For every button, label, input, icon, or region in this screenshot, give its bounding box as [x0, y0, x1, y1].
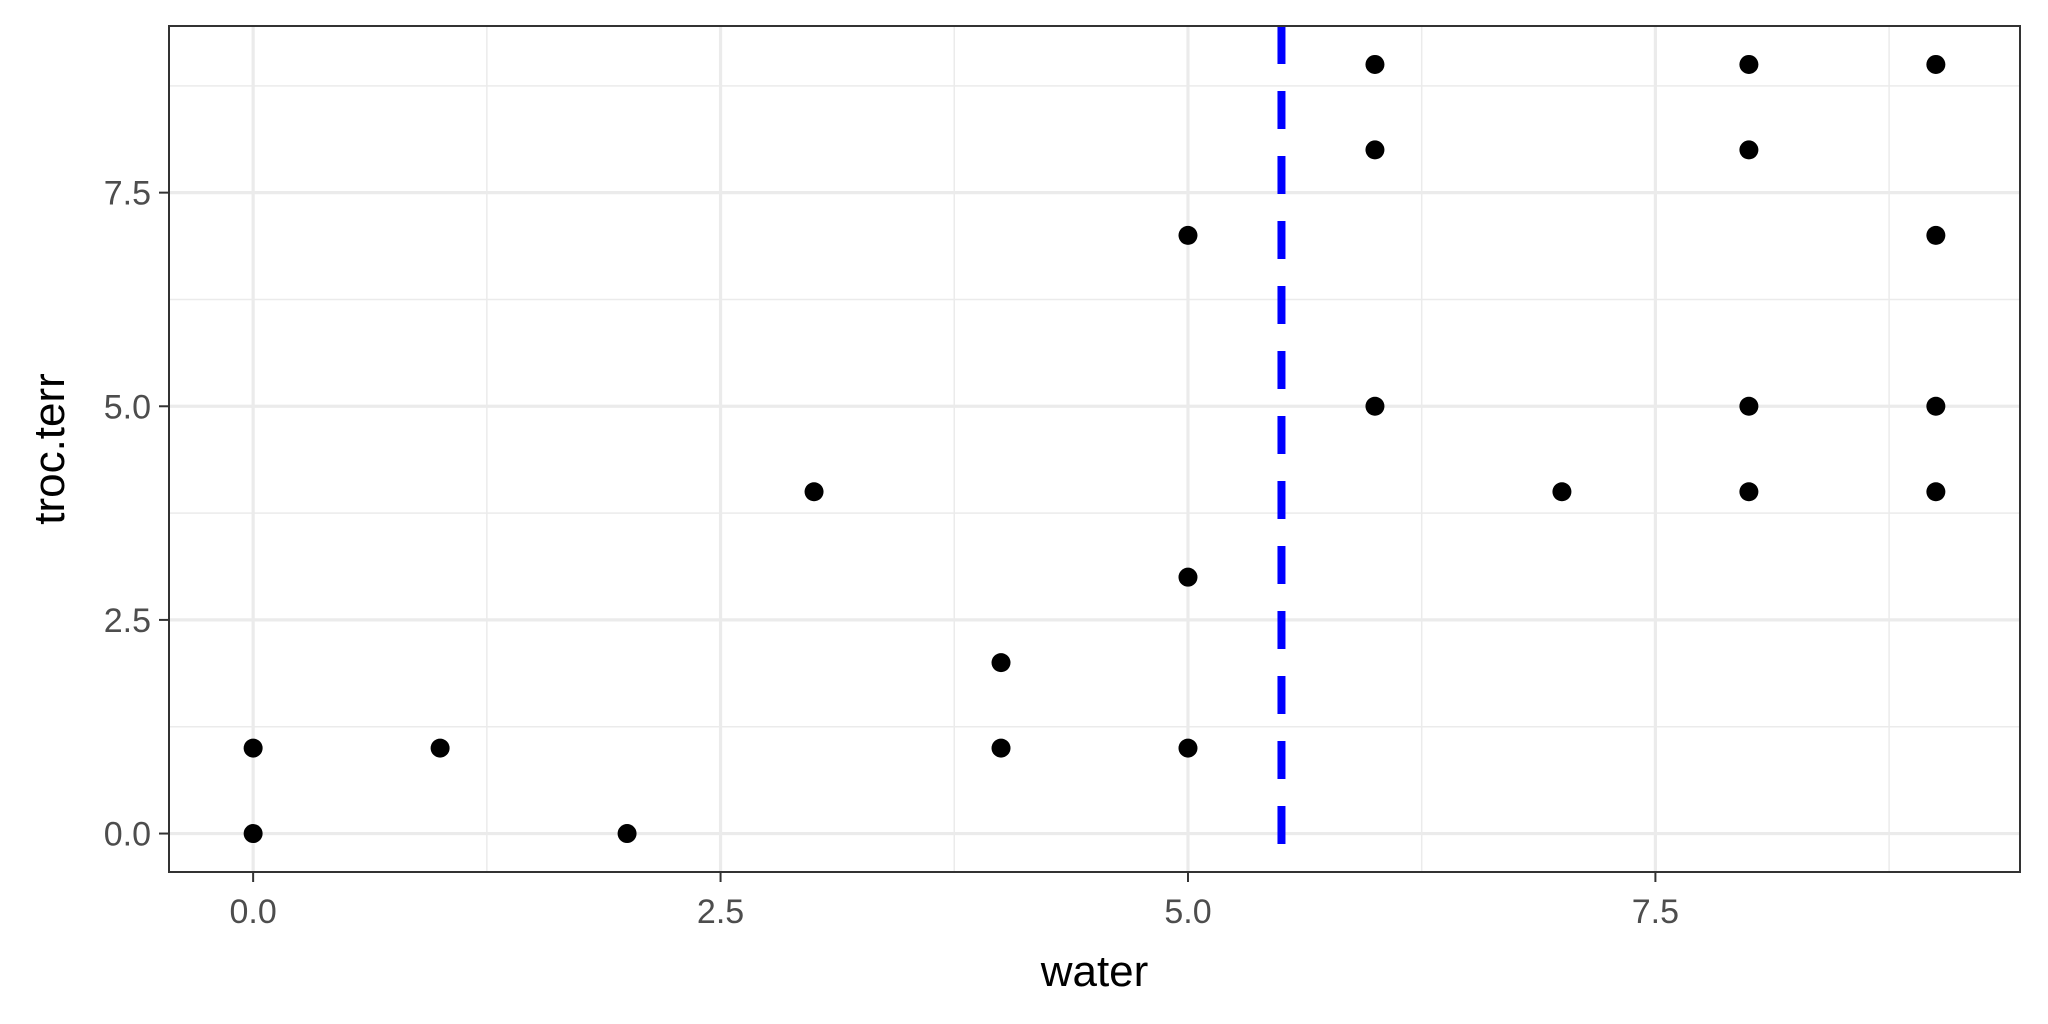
- data-point: [1739, 54, 1759, 74]
- y-tick-label: 2.5: [104, 602, 151, 640]
- data-point: [1926, 54, 1946, 74]
- data-point: [1926, 225, 1946, 245]
- data-points: [243, 54, 1946, 844]
- x-axis-title: water: [1040, 947, 1149, 996]
- y-axis-title: troc.terr: [25, 373, 74, 525]
- data-point: [1365, 140, 1385, 160]
- data-point: [1926, 482, 1946, 502]
- data-point: [1365, 396, 1385, 416]
- x-tick-label: 5.0: [1164, 893, 1211, 931]
- data-point: [243, 738, 263, 758]
- data-point: [1739, 396, 1759, 416]
- axes: 0.0 2.5 5.0 7.5 0.0 2.5 5.0 7.5: [104, 175, 1679, 931]
- data-point: [1178, 567, 1198, 587]
- x-tick-label: 7.5: [1632, 893, 1679, 931]
- data-point: [991, 738, 1011, 758]
- y-tick-label: 0.0: [104, 816, 151, 854]
- grid-lines: [169, 26, 2020, 872]
- data-point: [1739, 482, 1759, 502]
- x-tick-label: 2.5: [697, 893, 744, 931]
- data-point: [243, 824, 263, 844]
- data-point: [1552, 482, 1572, 502]
- data-point: [991, 653, 1011, 673]
- data-point: [1926, 396, 1946, 416]
- y-tick-label: 7.5: [104, 175, 151, 213]
- data-point: [1365, 54, 1385, 74]
- data-point: [430, 738, 450, 758]
- data-point: [617, 824, 637, 844]
- data-point: [1178, 225, 1198, 245]
- data-point: [804, 482, 824, 502]
- data-point: [1739, 140, 1759, 160]
- panel-border: [168, 25, 2021, 873]
- x-tick-label: 0.0: [230, 893, 277, 931]
- y-tick-label: 5.0: [104, 388, 151, 426]
- data-point: [1178, 738, 1198, 758]
